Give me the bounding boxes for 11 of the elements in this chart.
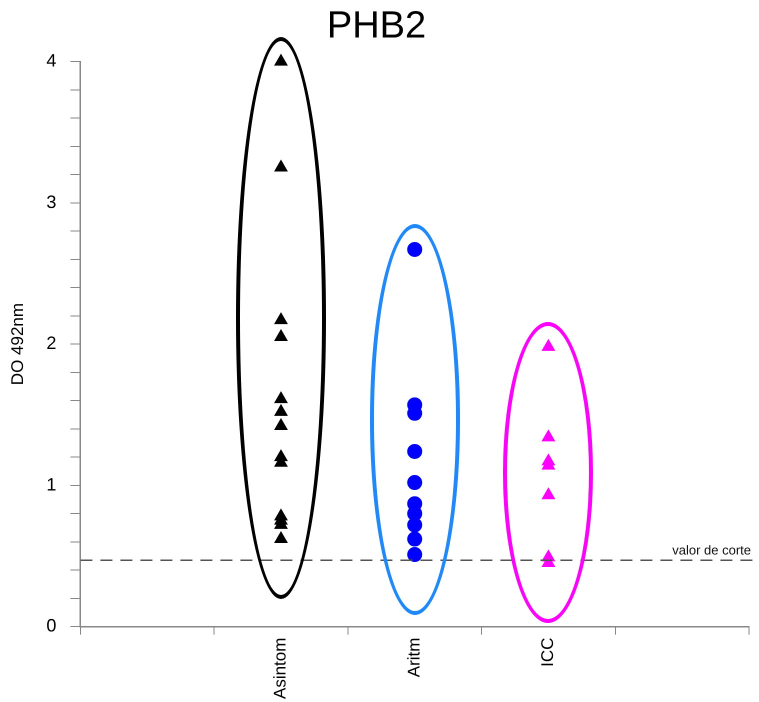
x-tick-label: Asintom	[270, 638, 290, 700]
y-tick-label: 1	[46, 474, 56, 494]
ref-line-label: valor de corte	[672, 542, 751, 558]
y-axis-title: DO 492nm	[8, 302, 27, 386]
y-tick-label: 2	[46, 333, 56, 354]
x-tick-label: Aritm	[404, 638, 424, 678]
y-tick-label: 0	[46, 616, 56, 636]
y-tick-label: 3	[46, 192, 56, 212]
y-tick-label: 4	[46, 50, 56, 71]
x-tick-label: ICC	[538, 638, 558, 667]
chart-title: PHB2	[326, 4, 426, 46]
